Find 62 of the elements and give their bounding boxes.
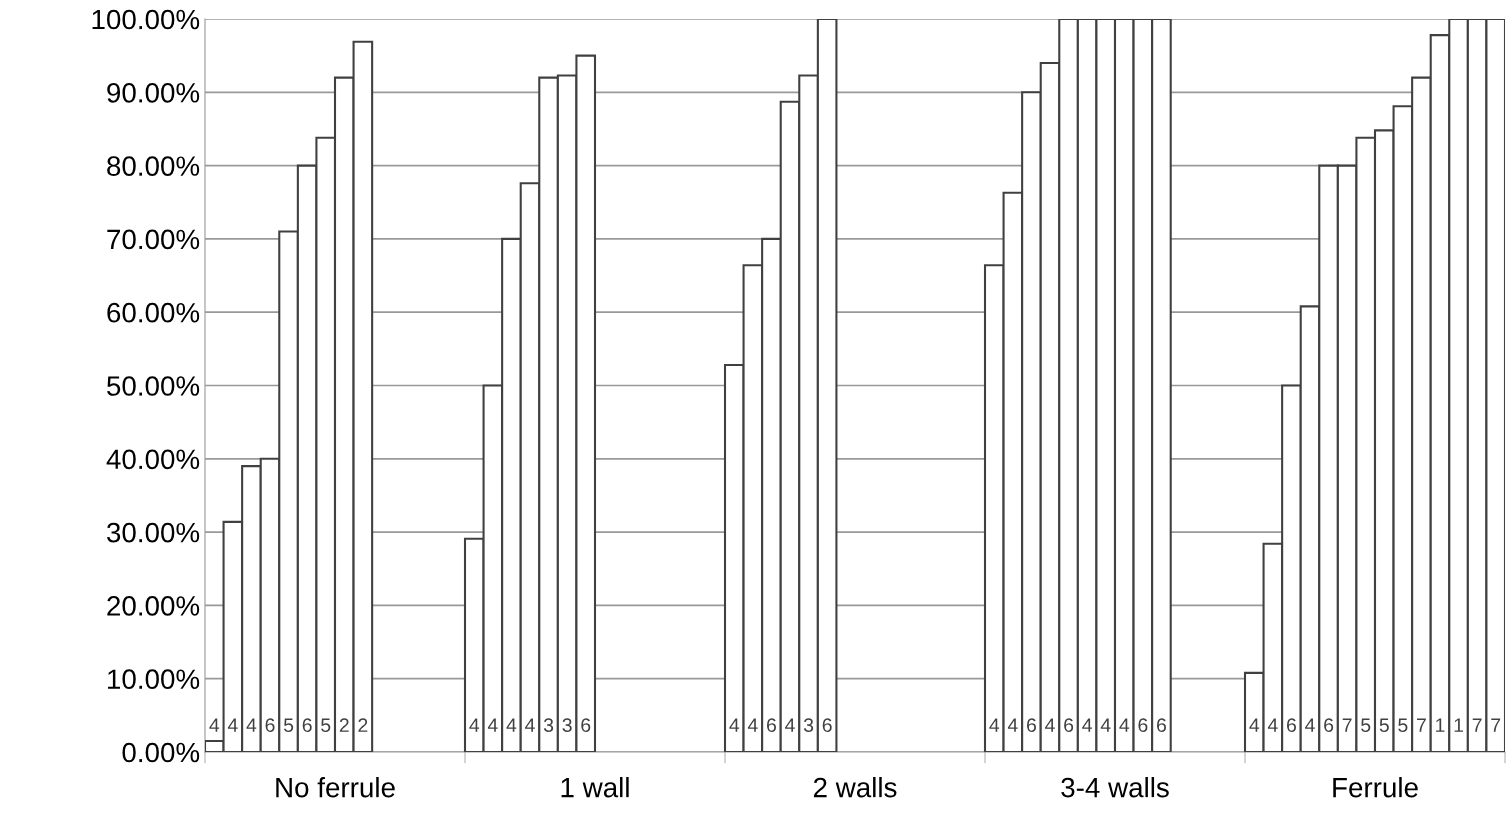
annotation: 6 [581, 718, 591, 733]
annotation: 6 [1064, 718, 1074, 733]
annotation: 5 [1379, 718, 1389, 733]
annotation: 3 [543, 718, 554, 733]
y-tick-label: 60.00% [107, 302, 200, 323]
annotation: 7 [1417, 718, 1426, 732]
x-tick-label: 1 wall [561, 777, 629, 798]
annotation: 4 [1119, 718, 1130, 732]
annotation: 4 [525, 718, 535, 732]
x-tick-label: No ferrule [276, 777, 395, 798]
annotation: 5 [1398, 718, 1408, 733]
annotation: 1 [1436, 718, 1445, 732]
x-tick-label: 3-4 walls [1061, 777, 1169, 798]
annotation: 2 [339, 718, 349, 732]
annotation: 4 [1100, 718, 1111, 732]
annotation: 4 [209, 718, 220, 732]
annotation: 4 [487, 718, 498, 732]
annotation: 6 [265, 718, 275, 733]
annotation: 3 [803, 718, 814, 733]
annotation: 6 [302, 718, 312, 733]
y-tick-label: 0.00% [122, 742, 200, 763]
y-tick-label: 10.00% [108, 669, 200, 690]
annotation: 6 [767, 718, 776, 733]
annotation: 4 [506, 718, 517, 732]
annotation: 4 [1305, 718, 1315, 732]
y-tick-label: 30.00% [106, 522, 200, 543]
x-tick-label: Ferrule [1333, 777, 1418, 798]
annotation: 6 [1324, 718, 1334, 733]
annotation: 6 [1157, 718, 1166, 733]
annotation: 4 [1249, 718, 1260, 732]
annotation: 4 [729, 718, 740, 732]
annotation: 5 [321, 718, 331, 733]
y-tick-label: 40.00% [106, 449, 200, 470]
annotation: 4 [1045, 718, 1055, 732]
annotation: 4 [747, 718, 758, 732]
annotation: 6 [1287, 718, 1296, 733]
annotation: 6 [822, 718, 832, 733]
annotation: 4 [1007, 718, 1018, 732]
annotation: 2 [358, 718, 368, 732]
y-tick-label: 20.00% [107, 596, 200, 616]
annotation: 4 [989, 718, 1000, 732]
annotation: 4 [1082, 718, 1092, 732]
annotation: 4 [246, 718, 257, 732]
annotation: 6 [1138, 718, 1148, 733]
annotation: 4 [785, 718, 795, 732]
annotation: 4 [469, 718, 480, 732]
annotation: 5 [1361, 718, 1371, 733]
annotation: 5 [283, 718, 294, 733]
y-tick-label: 50.00% [107, 376, 200, 396]
annotation: 4 [1267, 718, 1278, 732]
y-tick-label: 90.00% [107, 82, 200, 103]
y-tick-label: 100.00% [92, 9, 200, 30]
annotation: 3 [562, 718, 572, 733]
annotation: 6 [1027, 718, 1036, 733]
annotation: 7 [1491, 718, 1501, 732]
y-tick-label: 70.00% [107, 229, 200, 250]
annotation: 4 [227, 718, 238, 732]
annotation: 7 [1472, 718, 1482, 732]
x-tick-label: 2 walls [813, 777, 897, 798]
annotation: 7 [1342, 718, 1352, 732]
y-tick-label: 80.00% [107, 156, 200, 176]
annotation: 1 [1454, 718, 1464, 732]
